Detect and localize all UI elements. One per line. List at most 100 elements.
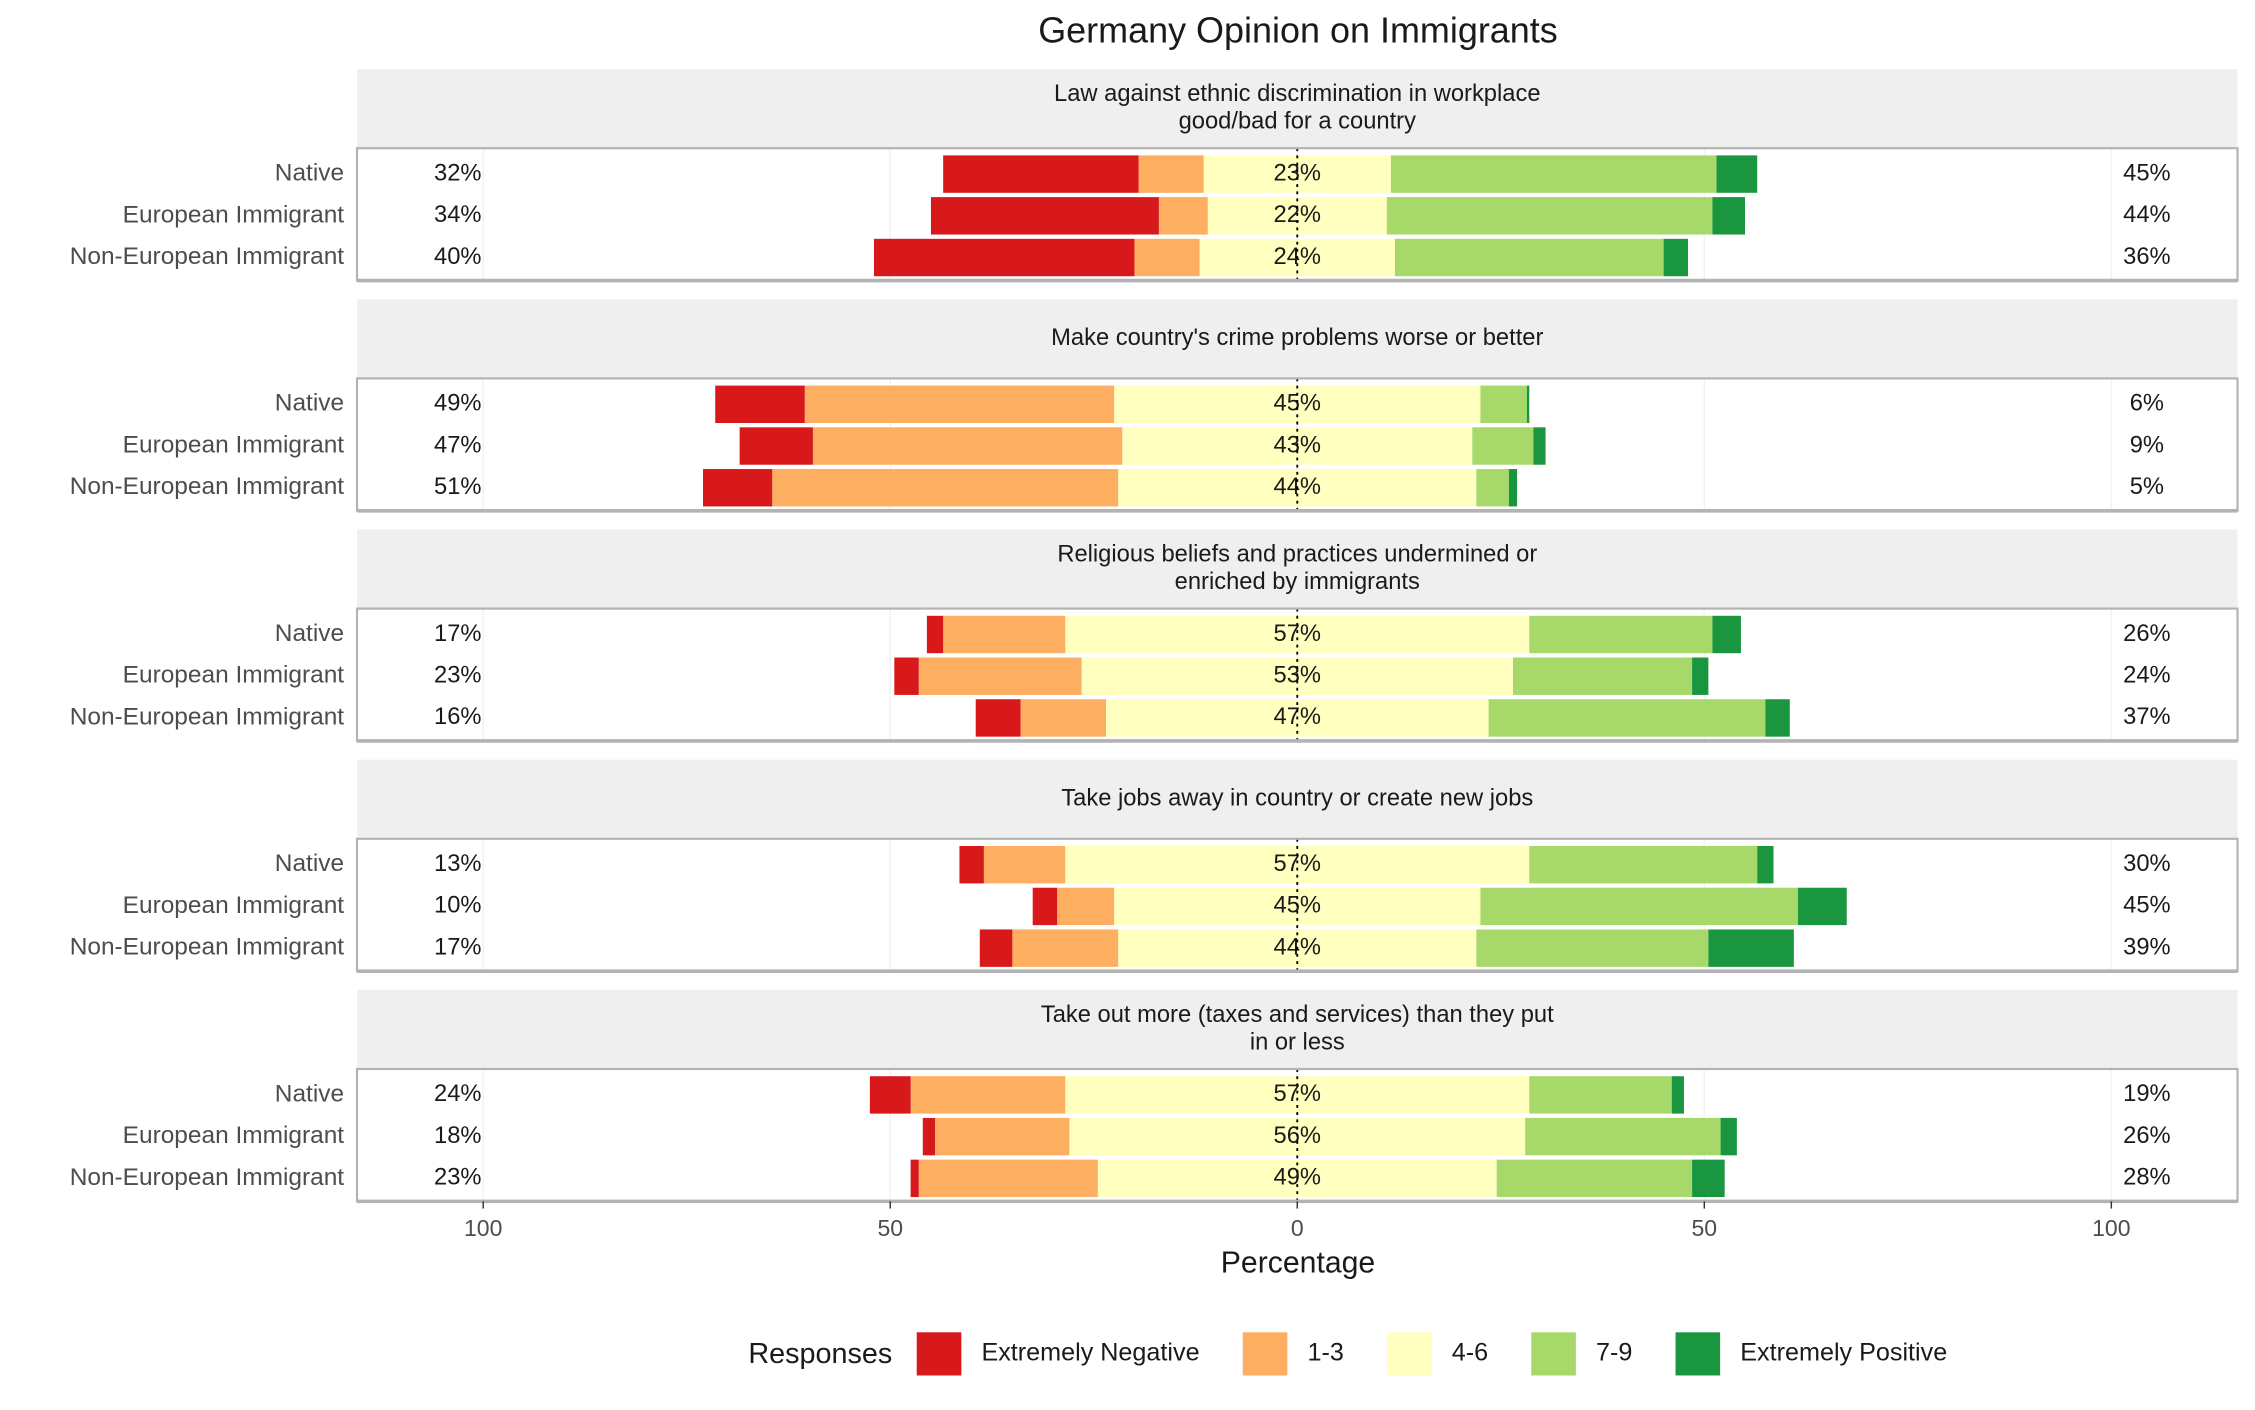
legend-label: 7-9 — [1596, 1339, 1632, 1367]
chart-title: Germany Opinion on Immigrants — [1038, 10, 1558, 51]
row-label: Non-European Immigrant — [70, 703, 345, 730]
positive-total-label: 28% — [2123, 1165, 2170, 1191]
panel-title: good/bad for a country — [1179, 109, 1416, 135]
row-label: European Immigrant — [123, 892, 345, 919]
negative-total-label: 13% — [434, 851, 481, 877]
bar-segment — [1020, 699, 1106, 737]
panel-strip — [357, 529, 2238, 609]
bar-segment — [1134, 238, 1200, 277]
legend-label: Extremely Positive — [1740, 1339, 1947, 1367]
positive-total-label: 9% — [2130, 432, 2164, 458]
legend-label: 1-3 — [1307, 1339, 1343, 1367]
bar-segment — [1513, 657, 1693, 695]
legend-label: 4-6 — [1452, 1339, 1488, 1367]
negative-total-label: 23% — [434, 1165, 481, 1191]
bar-segment — [922, 1117, 936, 1156]
bar-segment — [1533, 427, 1546, 465]
bar-segment — [943, 155, 1139, 193]
bar-segment — [1692, 1159, 1725, 1198]
positive-total-label: 45% — [2123, 893, 2170, 919]
bar-segment — [1472, 427, 1534, 465]
negative-total-label: 47% — [434, 432, 481, 458]
row-label: European Immigrant — [123, 201, 345, 228]
row-label: Native — [275, 620, 344, 647]
negative-total-label: 23% — [434, 662, 481, 688]
negative-total-label: 16% — [434, 704, 481, 730]
row-label: Non-European Immigrant — [70, 934, 345, 961]
negative-total-label: 17% — [434, 934, 481, 960]
bar-segment — [1712, 197, 1746, 235]
negative-total-label: 49% — [434, 391, 481, 417]
positive-total-label: 26% — [2123, 1123, 2170, 1149]
x-tick-label: 100 — [2092, 1215, 2130, 1241]
x-axis-label: Percentage — [1221, 1247, 1375, 1280]
negative-total-label: 24% — [434, 1081, 481, 1107]
positive-total-label: 39% — [2123, 934, 2170, 960]
legend-swatch — [1387, 1332, 1432, 1376]
panel-strip — [357, 989, 2238, 1070]
bar-segment — [1712, 615, 1741, 654]
bar-segment — [1525, 1117, 1721, 1156]
bar-segment — [1797, 887, 1847, 926]
bar-segment — [910, 1159, 919, 1198]
negative-total-label: 34% — [434, 202, 481, 228]
bar-segment — [772, 469, 1119, 507]
panel-title: Religious beliefs and practices undermin… — [1057, 542, 1537, 568]
bar-segment — [715, 385, 805, 423]
x-tick-label: 50 — [877, 1215, 903, 1241]
bar-segment — [918, 1159, 1098, 1198]
bar-segment — [1394, 238, 1664, 277]
positive-total-label: 26% — [2123, 621, 2170, 647]
bar-segment — [1390, 155, 1717, 193]
bar-segment — [1386, 197, 1713, 235]
bar-segment — [1476, 469, 1509, 507]
bar-segment — [983, 846, 1066, 884]
negative-total-label: 17% — [434, 621, 481, 647]
bar-segment — [943, 615, 1066, 654]
positive-total-label: 45% — [2123, 160, 2170, 186]
row-label: Non-European Immigrant — [70, 473, 345, 500]
panel-title: Take jobs away in country or create new … — [1061, 786, 1533, 812]
row-label: European Immigrant — [123, 662, 345, 689]
row-label: Non-European Immigrant — [70, 1164, 345, 1191]
legend-label: Extremely Negative — [981, 1339, 1199, 1367]
row-label: Non-European Immigrant — [70, 243, 345, 270]
positive-total-label: 6% — [2130, 391, 2164, 417]
bar-segment — [1032, 887, 1058, 926]
bar-segment — [1529, 615, 1713, 654]
negative-total-label: 18% — [434, 1123, 481, 1149]
bar-segment — [1716, 155, 1758, 193]
panel-title: Law against ethnic discrimination in wor… — [1054, 81, 1540, 107]
bar-segment — [869, 1076, 911, 1114]
positive-total-label: 24% — [2123, 662, 2170, 688]
panel-strip — [357, 759, 2238, 839]
bar-segment — [926, 615, 944, 654]
bar-segment — [1158, 197, 1208, 235]
bar-segment — [1708, 929, 1794, 967]
bar-segment — [1757, 846, 1774, 884]
bar-segment — [1138, 155, 1204, 193]
bar-segment — [975, 699, 1021, 737]
negative-total-label: 32% — [434, 160, 481, 186]
bar-segment — [1508, 469, 1518, 507]
bar-segment — [1496, 1159, 1693, 1198]
bar-segment — [959, 846, 984, 884]
panel-strip — [357, 69, 2238, 149]
bar-segment — [1057, 887, 1115, 926]
row-label: Native — [275, 160, 344, 187]
panel-title: Take out more (taxes and services) than … — [1041, 1002, 1554, 1028]
bar-segment — [1663, 238, 1689, 277]
bar-segment — [1012, 929, 1119, 967]
bar-segment — [1526, 385, 1530, 423]
legend-title: Responses — [748, 1338, 892, 1370]
bar-segment — [1692, 657, 1709, 695]
x-tick-label: 100 — [464, 1215, 502, 1241]
bar-segment — [979, 929, 1013, 967]
bar-segment — [910, 1076, 1066, 1114]
positive-total-label: 36% — [2123, 244, 2170, 270]
bar-segment — [930, 197, 1159, 235]
bar-segment — [1720, 1117, 1737, 1156]
legend-swatch — [1531, 1332, 1576, 1376]
positive-total-label: 5% — [2130, 474, 2164, 500]
bar-segment — [739, 427, 813, 465]
